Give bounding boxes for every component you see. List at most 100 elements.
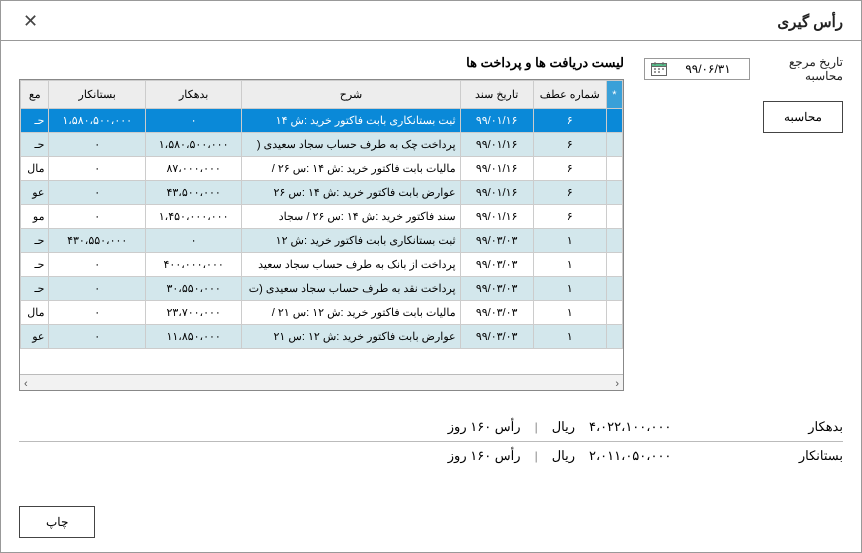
table-row[interactable]: ۶۹۹/۰۱/۱۶ثبت بستانکاری بابت فاکتور خرید … [21,109,623,133]
cell: ۱۱،۸۵۰،۰۰۰ [145,325,241,349]
window-title: رأس گیری [777,13,843,31]
cell: سند فاکتور خرید :ش ۱۴ :س ۲۶ / سجاد [242,205,460,229]
debtor-unit: ریال [552,419,575,435]
date-row: تاریخ مرجع محاسبه [644,55,843,83]
date-input[interactable] [673,62,743,76]
print-button[interactable]: چاپ [19,506,95,538]
cell: مالیات بابت فاکتور خرید :ش ۱۲ :س ۲۱ / [242,301,460,325]
cell [606,229,622,253]
footer-actions: چاپ [19,506,95,538]
debtor-value: ۴،۰۲۲،۱۰۰،۰۰۰ [589,419,719,435]
list-panel: لیست دریافت ها و پرداخت ها * شماره عطف ت… [19,55,624,391]
cell: ۹۹/۰۱/۱۶ [460,157,533,181]
calendar-icon[interactable] [651,62,667,76]
cell: ۰ [49,277,145,301]
cell: ۴۳۰،۵۵۰،۰۰۰ [49,229,145,253]
table-row[interactable]: ۶۹۹/۰۱/۱۶عوارض بابت فاکتور خرید :ش ۱۴ :س… [21,181,623,205]
table-row[interactable]: ۱۹۹/۰۳/۰۳ثبت بستانکاری بابت فاکتور خرید … [21,229,623,253]
cell: پرداخت چک به طرف حساب سجاد سعیدی ( [242,133,460,157]
cell: ۹۹/۰۱/۱۶ [460,181,533,205]
cell [606,301,622,325]
debtor-label: بدهکار [733,419,843,435]
cell: ۹۹/۰۱/۱۶ [460,109,533,133]
h-scrollbar[interactable]: ‹ › [20,374,623,391]
cell: ۱ [533,253,606,277]
cell [606,181,622,205]
cell: ثبت بستانکاری بابت فاکتور خرید :ش ۱۴ [242,109,460,133]
cell: ۱،۴۵۰،۰۰۰،۰۰۰ [145,205,241,229]
cell: مال [21,301,49,325]
table-row[interactable]: ۱۹۹/۰۳/۰۳پرداخت از بانک به طرف حساب سجاد… [21,253,623,277]
calculate-button[interactable]: محاسبه [763,101,843,133]
date-field[interactable] [644,58,750,80]
cell: عوارض بابت فاکتور خرید :ش ۱۴ :س ۲۶ [242,181,460,205]
cell: ۹۹/۰۱/۱۶ [460,205,533,229]
col-debtor[interactable]: بدهکار [145,81,241,109]
summary-block: بدهکار ۴،۰۲۲،۱۰۰،۰۰۰ ریال | رأس ۱۶۰ روز … [1,413,861,470]
cell: ۰ [145,229,241,253]
table-row[interactable]: ۱۹۹/۰۳/۰۳مالیات بابت فاکتور خرید :ش ۱۲ :… [21,301,623,325]
cell: عو [21,325,49,349]
cell: حـ [21,277,49,301]
col-creditor[interactable]: بستانکار [49,81,145,109]
table-container: * شماره عطف تاریخ سند شرح بدهکار بستانکا… [19,79,624,391]
cell: ۹۹/۰۱/۱۶ [460,133,533,157]
cell: ۲۳،۷۰۰،۰۰۰ [145,301,241,325]
cell: ۶ [533,133,606,157]
col-extra[interactable]: مع [21,81,49,109]
cell: ثبت بستانکاری بابت فاکتور خرید :ش ۱۲ [242,229,460,253]
cell [606,133,622,157]
table-row[interactable]: ۶۹۹/۰۱/۱۶سند فاکتور خرید :ش ۱۴ :س ۲۶ / س… [21,205,623,229]
cell: عو [21,181,49,205]
cell: ۶ [533,157,606,181]
close-button[interactable]: ✕ [19,11,42,32]
cell [606,325,622,349]
cell: پرداخت از بانک به طرف حساب سجاد سعید [242,253,460,277]
scroll-left-icon[interactable]: ‹ [24,378,28,390]
cell: حـ [21,109,49,133]
cell: حـ [21,253,49,277]
table-row[interactable]: ۱۹۹/۰۳/۰۳عوارض بابت فاکتور خرید :ش ۱۲ :س… [21,325,623,349]
cell [606,277,622,301]
col-atf[interactable]: شماره عطف [533,81,606,109]
table-row[interactable]: ۶۹۹/۰۱/۱۶پرداخت چک به طرف حساب سجاد سعید… [21,133,623,157]
creditor-value: ۲،۰۱۱،۰۵۰،۰۰۰ [589,448,719,464]
table-row[interactable]: ۱۹۹/۰۳/۰۳پرداخت نقد به طرف حساب سجاد سعی… [21,277,623,301]
cell [606,109,622,133]
cell: ۶ [533,109,606,133]
cell: ۹۹/۰۳/۰۳ [460,301,533,325]
col-date[interactable]: تاریخ سند [460,81,533,109]
cell [606,205,622,229]
cell: ۹۹/۰۳/۰۳ [460,277,533,301]
content-area: تاریخ مرجع محاسبه محاسبه لیست دریافت ها … [1,41,861,391]
scroll-right-icon[interactable]: › [615,378,619,390]
cell: ۰ [49,181,145,205]
cell: ۰ [145,109,241,133]
cell: ۴۳،۵۰۰،۰۰۰ [145,181,241,205]
cell: ۹۹/۰۳/۰۳ [460,325,533,349]
table-header-row: * شماره عطف تاریخ سند شرح بدهکار بستانکا… [21,81,623,109]
cell: ۱،۵۸۰،۵۰۰،۰۰۰ [49,109,145,133]
list-title: لیست دریافت ها و پرداخت ها [19,55,624,71]
table-body: ۶۹۹/۰۱/۱۶ثبت بستانکاری بابت فاکتور خرید … [21,109,623,349]
col-desc[interactable]: شرح [242,81,460,109]
transactions-table: * شماره عطف تاریخ سند شرح بدهکار بستانکا… [20,80,623,349]
title-bar: رأس گیری ✕ [1,1,861,41]
ras-window: رأس گیری ✕ تاریخ مرجع محاسبه محاسبه لیست… [0,0,862,553]
cell: ۶ [533,181,606,205]
cell: ۱ [533,325,606,349]
cell: ۰ [49,157,145,181]
cell: مو [21,205,49,229]
cell: ۸۷،۰۰۰،۰۰۰ [145,157,241,181]
cell: پرداخت نقد به طرف حساب سجاد سعیدی (ت [242,277,460,301]
cell: ۰ [49,253,145,277]
creditor-ras: رأس ۱۶۰ روز [448,448,521,464]
cell: ۳۰،۵۵۰،۰۰۰ [145,277,241,301]
table-row[interactable]: ۶۹۹/۰۱/۱۶مالیات بابت فاکتور خرید :ش ۱۴ :… [21,157,623,181]
col-star[interactable]: * [606,81,622,109]
table-scroll[interactable]: * شماره عطف تاریخ سند شرح بدهکار بستانکا… [20,80,623,374]
cell: حـ [21,229,49,253]
summary-creditor-row: بستانکار ۲،۰۱۱،۰۵۰،۰۰۰ ریال | رأس ۱۶۰ رو… [19,441,843,470]
cell: عوارض بابت فاکتور خرید :ش ۱۲ :س ۲۱ [242,325,460,349]
cell: ۱ [533,301,606,325]
